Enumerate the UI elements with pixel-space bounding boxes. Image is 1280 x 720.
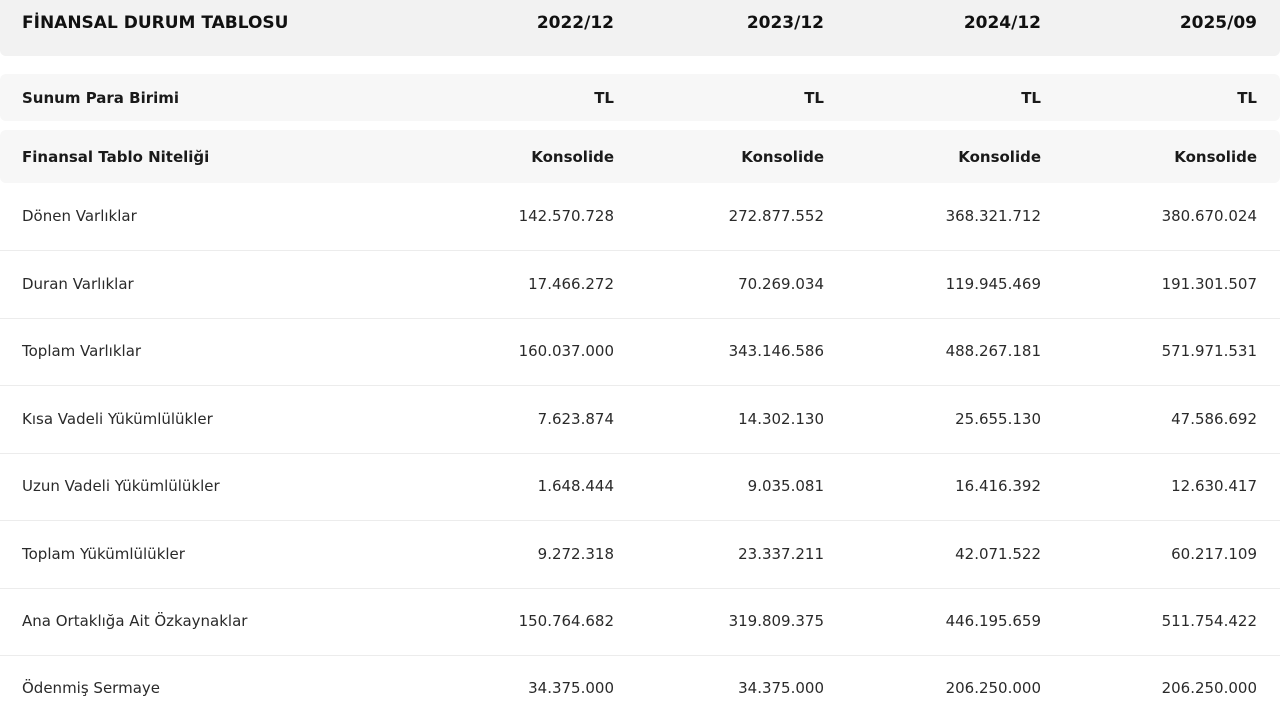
- row-value: 511.754.422: [1161, 612, 1257, 631]
- row-value: 7.623.874: [537, 410, 614, 429]
- row-label: Sunum Para Birimi: [22, 88, 180, 107]
- currency-row: Sunum Para Birimi TL TL TL TL: [0, 74, 1280, 121]
- row-value: 488.267.181: [945, 342, 1041, 361]
- row-value: 446.195.659: [945, 612, 1041, 631]
- row-value: 380.670.024: [1161, 207, 1257, 226]
- row-value: 9.035.081: [747, 477, 824, 496]
- row-value: Konsolide: [1174, 147, 1257, 166]
- period-header: 2023/12: [746, 13, 824, 33]
- table-row: Kısa Vadeli Yükümlülükler 7.623.874 14.3…: [0, 386, 1280, 454]
- row-value: Konsolide: [741, 147, 824, 166]
- row-value: 150.764.682: [518, 612, 614, 631]
- row-value: 70.269.034: [738, 275, 824, 294]
- row-label: Finansal Tablo Niteliği: [22, 147, 210, 166]
- table-row: Toplam Varlıklar 160.037.000 343.146.586…: [0, 318, 1280, 386]
- table-row: Ödenmiş Sermaye 34.375.000 34.375.000 20…: [0, 656, 1280, 720]
- row-value: 571.971.531: [1161, 342, 1257, 361]
- row-value: 9.272.318: [537, 545, 614, 564]
- row-value: 23.337.211: [738, 545, 824, 564]
- row-value: 47.586.692: [1171, 410, 1257, 429]
- row-value: TL: [594, 88, 614, 107]
- table-row: Dönen Varlıklar 142.570.728 272.877.552 …: [0, 183, 1280, 251]
- row-value: 12.630.417: [1171, 477, 1257, 496]
- row-value: 191.301.507: [1161, 275, 1257, 294]
- row-value: TL: [804, 88, 824, 107]
- row-value: 206.250.000: [945, 679, 1041, 697]
- row-value: 368.321.712: [945, 207, 1041, 226]
- row-value: Konsolide: [531, 147, 614, 166]
- period-header: 2024/12: [963, 13, 1041, 33]
- row-value: 34.375.000: [738, 679, 824, 697]
- row-value: 343.146.586: [728, 342, 824, 361]
- row-label: Dönen Varlıklar: [22, 207, 137, 226]
- row-value: 319.809.375: [728, 612, 824, 631]
- row-value: Konsolide: [958, 147, 1041, 166]
- table-header: FİNANSAL DURUM TABLOSU 2022/12 2023/12 2…: [0, 0, 1280, 56]
- row-label: Ana Ortaklığa Ait Özkaynaklar: [22, 612, 248, 631]
- table-title: FİNANSAL DURUM TABLOSU: [22, 13, 289, 33]
- table-row: Toplam Yükümlülükler 9.272.318 23.337.21…: [0, 521, 1280, 589]
- row-value: TL: [1237, 88, 1257, 107]
- row-label: Uzun Vadeli Yükümlülükler: [22, 477, 220, 496]
- row-value: 160.037.000: [518, 342, 614, 361]
- row-value: 119.945.469: [945, 275, 1041, 294]
- table-row: Duran Varlıklar 17.466.272 70.269.034 11…: [0, 251, 1280, 319]
- row-label: Duran Varlıklar: [22, 275, 134, 294]
- row-label: Kısa Vadeli Yükümlülükler: [22, 410, 213, 429]
- row-label: Toplam Varlıklar: [22, 342, 142, 361]
- row-value: 1.648.444: [537, 477, 614, 496]
- row-value: 272.877.552: [728, 207, 824, 226]
- row-value: 25.655.130: [955, 410, 1041, 429]
- row-value: 142.570.728: [518, 207, 614, 226]
- table-row: Ana Ortaklığa Ait Özkaynaklar 150.764.68…: [0, 588, 1280, 656]
- period-header: 2025/09: [1179, 13, 1257, 33]
- row-label: Toplam Yükümlülükler: [22, 545, 185, 564]
- row-value: TL: [1021, 88, 1041, 107]
- table-row: Uzun Vadeli Yükümlülükler 1.648.444 9.03…: [0, 453, 1280, 521]
- row-label: Ödenmiş Sermaye: [22, 679, 160, 697]
- row-value: 17.466.272: [528, 275, 614, 294]
- row-value: 16.416.392: [955, 477, 1041, 496]
- row-value: 14.302.130: [738, 410, 824, 429]
- period-header: 2022/12: [536, 13, 614, 33]
- row-value: 60.217.109: [1171, 545, 1257, 564]
- row-value: 206.250.000: [1161, 679, 1257, 697]
- row-value: 42.071.522: [955, 545, 1041, 564]
- statement-type-row: Finansal Tablo Niteliği Konsolide Konsol…: [0, 130, 1280, 183]
- row-value: 34.375.000: [528, 679, 614, 697]
